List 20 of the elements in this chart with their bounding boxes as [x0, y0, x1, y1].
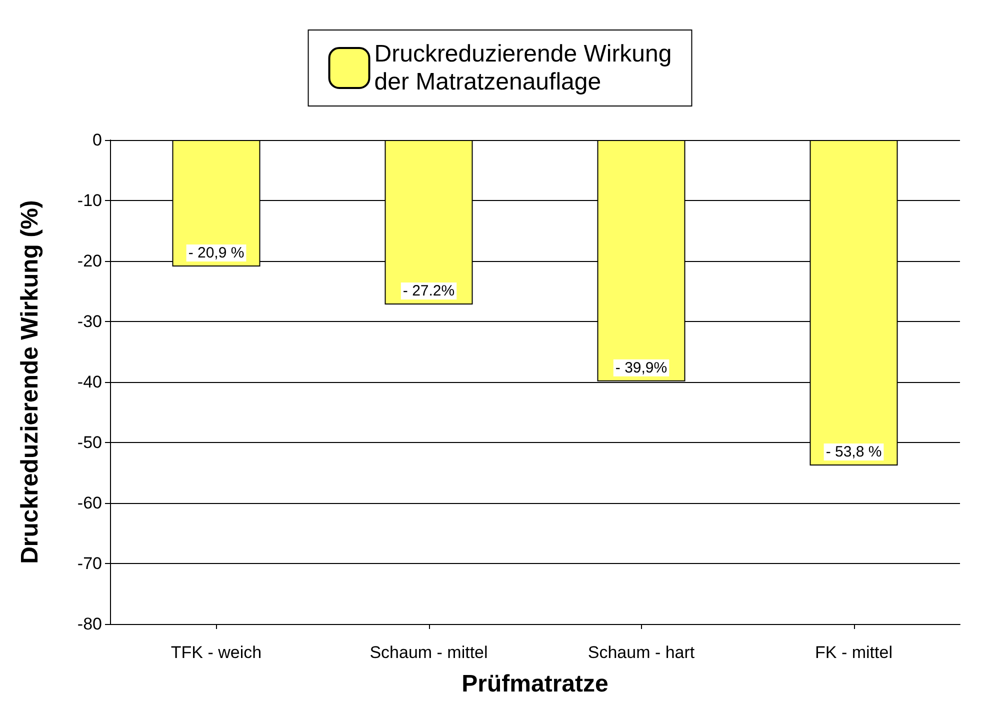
x-tick-label: Schaum - mittel [370, 643, 488, 662]
y-tick-label: -60 [77, 494, 102, 512]
x-axis-title: Prüfmatratze [462, 670, 608, 698]
data-label: - 39,9% [615, 359, 668, 376]
y-tick-label: 0 [92, 130, 102, 150]
x-tick-label: Schaum - hart [588, 643, 695, 662]
data-label: - 27.2% [402, 282, 455, 300]
x-tick-label: FK - mittel [815, 643, 892, 662]
legend-label: Druckreduzierende Wirkung der Matratzenauflage [374, 40, 672, 96]
y-tick-label: -70 [77, 554, 102, 573]
y-tick-label: -30 [77, 312, 102, 331]
y-tick-label: -50 [77, 433, 102, 452]
data-label: - 53,8 % [826, 443, 882, 460]
y-tick-label: -80 [77, 614, 102, 634]
y-tick-label: -10 [77, 191, 102, 210]
y-axis-title: Druckreduzierende Wirkung (%) [16, 200, 44, 564]
y-tick-label: -20 [77, 252, 102, 270]
x-tick-label: TFK - weich [170, 643, 262, 662]
y-tick-label: -40 [77, 372, 102, 392]
data-label: - 20,9 % [188, 244, 244, 262]
